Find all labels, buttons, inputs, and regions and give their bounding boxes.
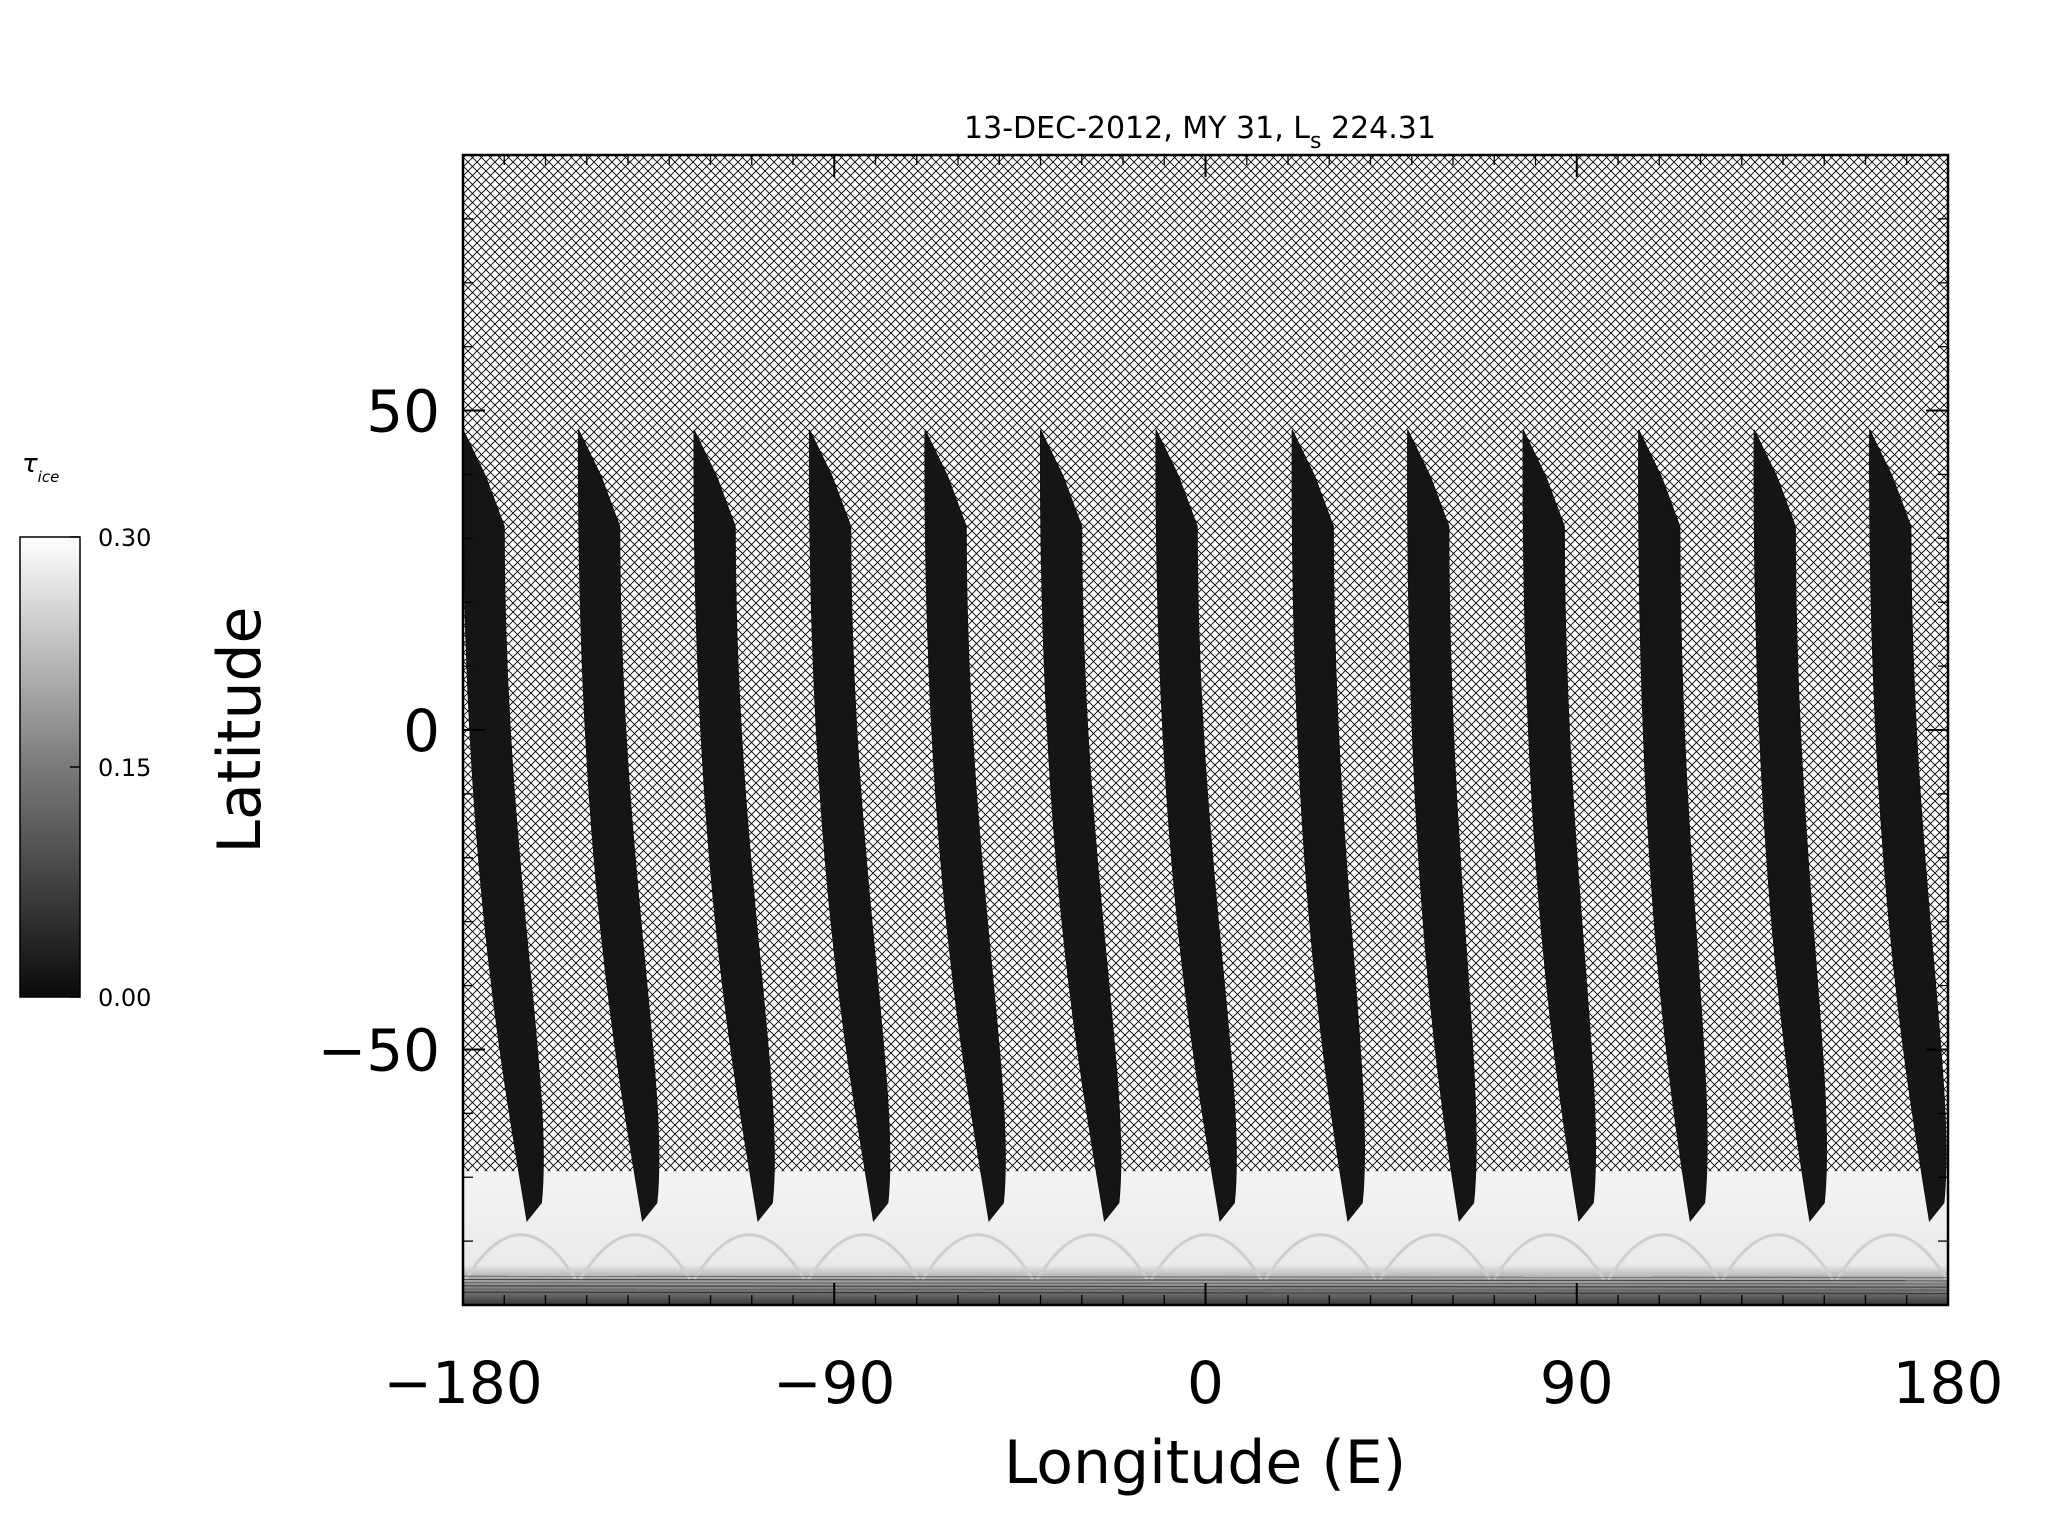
x-tick-label: 90 xyxy=(1540,1349,1614,1417)
ice-footprint-arc xyxy=(464,1233,578,1281)
swath-11 xyxy=(1638,429,1708,1222)
swath-6 xyxy=(1039,429,1122,1222)
ice-footprint-arc xyxy=(1264,1233,1377,1281)
x-axis-label: Longitude (E) xyxy=(1004,1428,1406,1498)
swath-8 xyxy=(1291,429,1366,1222)
colorbar-tick-label: 0.15 xyxy=(98,754,151,782)
x-tick-label: −180 xyxy=(383,1349,542,1417)
plot-area xyxy=(461,153,1950,1307)
y-tick-label: 0 xyxy=(403,697,440,765)
ice-footprint-arc xyxy=(1607,1233,1720,1281)
ice-streak xyxy=(462,1275,1949,1279)
x-tick-label: 0 xyxy=(1187,1349,1224,1417)
swath-2 xyxy=(577,429,660,1222)
y-tick-label: −50 xyxy=(318,1016,440,1084)
ice-footprint-arc xyxy=(1035,1233,1149,1281)
y-tick-labels: −50 0 50 xyxy=(318,378,440,1085)
swath-7 xyxy=(1155,429,1237,1222)
colorbar-label: τice xyxy=(22,449,59,486)
ice-footprint-arc xyxy=(921,1233,1035,1281)
swath-13 xyxy=(1869,429,1947,1222)
ice-streak xyxy=(462,1278,1949,1282)
y-axis-label: Latitude xyxy=(205,607,275,854)
ice-footprint-arc xyxy=(1492,1233,1606,1281)
ice-footprint-arc xyxy=(1835,1233,1949,1281)
x-tick-labels: −180 −90 0 90 180 xyxy=(383,1349,2003,1417)
colorbar-tick-label: 0.00 xyxy=(98,984,151,1012)
colorbar-ticks: 0.00 0.15 0.30 xyxy=(70,524,151,1012)
swath-group xyxy=(462,429,1947,1222)
ice-footprint-arc xyxy=(578,1233,692,1281)
swath-1 xyxy=(462,429,544,1222)
swath-12 xyxy=(1753,429,1828,1222)
ice-footprint-arc xyxy=(1378,1233,1492,1281)
y-tick-label: 50 xyxy=(366,378,440,446)
x-tick-label: 180 xyxy=(1893,1349,2004,1417)
colorbar-tick-label: 0.30 xyxy=(98,524,151,552)
ice-footprint-arc xyxy=(1150,1233,1263,1281)
ice-footprint-arc xyxy=(807,1233,920,1281)
swath-4 xyxy=(808,429,891,1222)
ice-footprint-arc xyxy=(1721,1233,1834,1281)
ice-footprint-arc xyxy=(692,1233,806,1281)
minor-ticks xyxy=(462,154,1949,1306)
x-tick-label: −90 xyxy=(773,1349,895,1417)
chart-title: 13-DEC-2012, MY 31, Ls 224.31 xyxy=(964,111,1436,154)
swath-3 xyxy=(693,429,775,1222)
swath-9 xyxy=(1407,429,1477,1222)
swath-10 xyxy=(1522,429,1597,1222)
colorbar: τice 0.00 0.15 0.30 xyxy=(19,449,151,1012)
swath-5 xyxy=(924,429,1006,1222)
